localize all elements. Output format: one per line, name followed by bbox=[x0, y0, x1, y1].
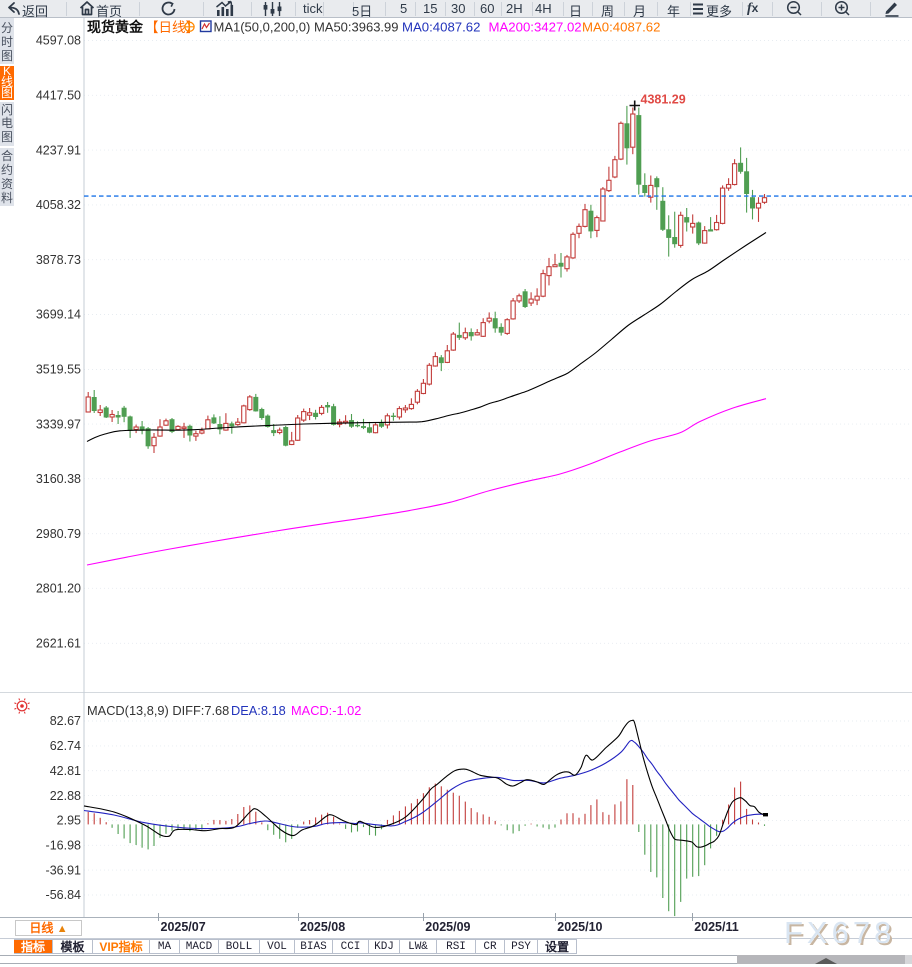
svg-text:3519.55: 3519.55 bbox=[36, 363, 81, 377]
svg-text:3878.73: 3878.73 bbox=[36, 253, 81, 267]
svg-text:MA200:3427.02: MA200:3427.02 bbox=[489, 20, 582, 35]
svg-text:现货黄金: 现货黄金 bbox=[87, 19, 144, 35]
svg-text:3160.38: 3160.38 bbox=[36, 472, 81, 486]
svg-text:4237.91: 4237.91 bbox=[36, 143, 81, 157]
svg-text:-56.84: -56.84 bbox=[46, 888, 81, 902]
svg-text:4381.29: 4381.29 bbox=[641, 93, 686, 107]
svg-text:2801.20: 2801.20 bbox=[36, 582, 81, 596]
svg-text:-16.98: -16.98 bbox=[46, 839, 81, 853]
svg-text:MACD(13,8,9) DIFF:7.68: MACD(13,8,9) DIFF:7.68 bbox=[87, 703, 229, 718]
svg-text:2.95: 2.95 bbox=[57, 814, 81, 828]
svg-text:DEA:8.18: DEA:8.18 bbox=[231, 703, 286, 718]
svg-text:MA0:4087.62: MA0:4087.62 bbox=[582, 20, 660, 35]
svg-text:3339.97: 3339.97 bbox=[36, 417, 81, 431]
svg-text:4058.32: 4058.32 bbox=[36, 198, 81, 212]
svg-text:MA0:4087.62: MA0:4087.62 bbox=[402, 20, 480, 35]
svg-text:22.88: 22.88 bbox=[50, 789, 81, 803]
svg-text:4417.50: 4417.50 bbox=[36, 89, 81, 103]
svg-text:-36.91: -36.91 bbox=[46, 863, 81, 877]
svg-text:4597.08: 4597.08 bbox=[36, 34, 81, 48]
svg-text:42.81: 42.81 bbox=[50, 764, 81, 778]
svg-text:MACD:-1.02: MACD:-1.02 bbox=[291, 703, 361, 718]
svg-text:62.74: 62.74 bbox=[50, 739, 81, 753]
svg-text:3699.14: 3699.14 bbox=[36, 308, 81, 322]
svg-text:2980.79: 2980.79 bbox=[36, 527, 81, 541]
svg-text:2621.61: 2621.61 bbox=[36, 637, 81, 651]
svg-text:MA1(50,0,200,0) MA50:3963.99: MA1(50,0,200,0) MA50:3963.99 bbox=[214, 20, 399, 35]
svg-text:82.67: 82.67 bbox=[50, 714, 81, 728]
